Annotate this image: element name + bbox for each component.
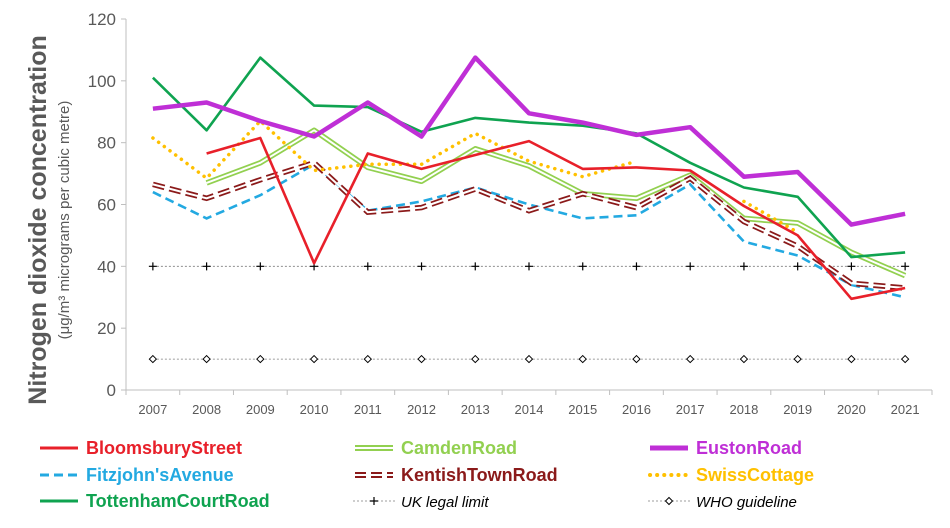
x-tick-label: 2008	[192, 402, 221, 417]
legend-item-who-guideline: WHO guideline	[648, 494, 797, 511]
plus-marker	[370, 497, 378, 505]
diamond-marker	[685, 354, 695, 364]
diamond-marker	[664, 496, 674, 506]
legend-item-eustonroad: EustonRoad	[650, 438, 802, 458]
diamond-marker	[202, 354, 211, 364]
x-tick-label: 2010	[300, 402, 329, 417]
x-tick-label: 2014	[515, 402, 544, 417]
x-tick-label: 2019	[783, 402, 812, 417]
y-tick-label: 120	[88, 10, 116, 29]
diamond-marker	[847, 354, 856, 364]
legend-item-bloomsburystreet: BloomsburyStreet	[40, 438, 242, 458]
plus-marker	[471, 262, 480, 271]
plus-marker	[793, 262, 802, 271]
x-tick-label: 2012	[407, 402, 436, 417]
series-line-inner	[206, 129, 906, 277]
legend-item-camdenroad: CamdenRoad	[355, 438, 517, 458]
diamond-marker	[256, 354, 265, 364]
plus-marker	[686, 262, 695, 271]
series-camdenroad	[205, 127, 907, 279]
legend: BloomsburyStreet CamdenRoad EustonRoad Fitz…	[40, 438, 814, 511]
legend-label: TottenhamCourtRoad	[86, 491, 270, 511]
legend-item-tottenhamcourtroad: TottenhamCourtRoad	[40, 491, 270, 511]
y-axis-title-group: Nitrogen dioxide concentration (μg/m³ mi…	[24, 35, 73, 404]
legend-label: WHO guideline	[696, 494, 797, 511]
plus-marker	[632, 262, 641, 271]
x-tick-label: 2009	[246, 402, 275, 417]
x-tick-label: 2015	[568, 402, 597, 417]
series-swisscottage	[151, 118, 800, 235]
x-tick-label: 2007	[138, 402, 167, 417]
legend-label: SwissCottage	[696, 465, 814, 485]
legend-item-uk-legal-limit: UK legal limit	[353, 494, 489, 511]
series-who-guideline	[148, 354, 910, 364]
plus-marker	[363, 262, 372, 271]
x-tick-label: 2017	[676, 402, 705, 417]
series-kentishtownroad	[152, 159, 906, 291]
series-eustonroad	[152, 55, 906, 227]
y-tick-label: 0	[107, 381, 116, 400]
y-axis-subtitle: (μg/m³ micrograms per cubic metre)	[56, 101, 73, 340]
plus-marker	[202, 262, 211, 271]
diamond-marker	[524, 354, 534, 364]
x-tick-label: 2018	[729, 402, 758, 417]
legend-item-fitzjohn-savenue: Fitzjohn'sAvenue	[40, 465, 234, 485]
legend-label: Fitzjohn'sAvenue	[86, 465, 234, 485]
series-line	[152, 162, 906, 299]
diamond-marker	[632, 354, 641, 364]
legend-label: EustonRoad	[696, 438, 802, 458]
diamond-marker	[309, 354, 319, 364]
diamond-marker	[739, 354, 749, 364]
plus-marker	[525, 262, 533, 271]
series-bloomsburystreet	[206, 136, 906, 301]
axes: 0 20 40 60 80 100 120 2007 2008 2009 2010 2011 2012 2…	[88, 10, 933, 417]
y-axis-title: Nitrogen dioxide concentration	[24, 35, 52, 404]
plus-marker	[578, 262, 587, 271]
plus-marker	[256, 262, 265, 271]
y-tick-label: 40	[97, 257, 116, 276]
legend-item-swisscottage: SwissCottage	[648, 465, 814, 485]
plus-marker	[417, 262, 426, 271]
x-tick-label: 2020	[837, 402, 866, 417]
x-tick-label: 2011	[354, 402, 382, 417]
y-tick-label: 20	[97, 319, 116, 338]
series-fitzjohn-savenue	[152, 162, 906, 299]
series-line	[152, 55, 906, 227]
series-tottenhamcourtroad	[151, 56, 906, 259]
series-line	[206, 136, 906, 301]
series-layer	[148, 55, 910, 364]
y-tick-label: 100	[88, 72, 116, 91]
series-uk-legal-limit	[148, 262, 910, 271]
diamond-marker	[363, 354, 373, 364]
diamond-marker	[417, 354, 426, 364]
diamond-marker	[900, 354, 910, 364]
diamond-marker	[471, 354, 480, 364]
x-tick-label: 2013	[461, 402, 490, 417]
diamond-marker	[578, 354, 587, 364]
series-line	[151, 118, 639, 181]
diamond-marker	[148, 354, 158, 364]
y-tick-label: 80	[97, 134, 116, 153]
diamond-marker	[793, 354, 802, 364]
legend-label: BloomsburyStreet	[86, 438, 242, 458]
x-tick-label: 2021	[891, 402, 920, 417]
plus-marker	[847, 262, 856, 271]
series-line	[151, 56, 906, 259]
x-tick-label: 2016	[622, 402, 651, 417]
plus-marker	[901, 262, 910, 271]
legend-label: CamdenRoad	[401, 438, 517, 458]
y-tick-label: 60	[97, 196, 116, 215]
legend-label: UK legal limit	[401, 494, 489, 511]
legend-item-kentishtownroad: KentishTownRoad	[355, 465, 558, 485]
plus-marker	[148, 262, 157, 271]
series-line-inner	[152, 161, 906, 289]
plus-marker	[739, 262, 748, 271]
legend-label: KentishTownRoad	[401, 465, 558, 485]
